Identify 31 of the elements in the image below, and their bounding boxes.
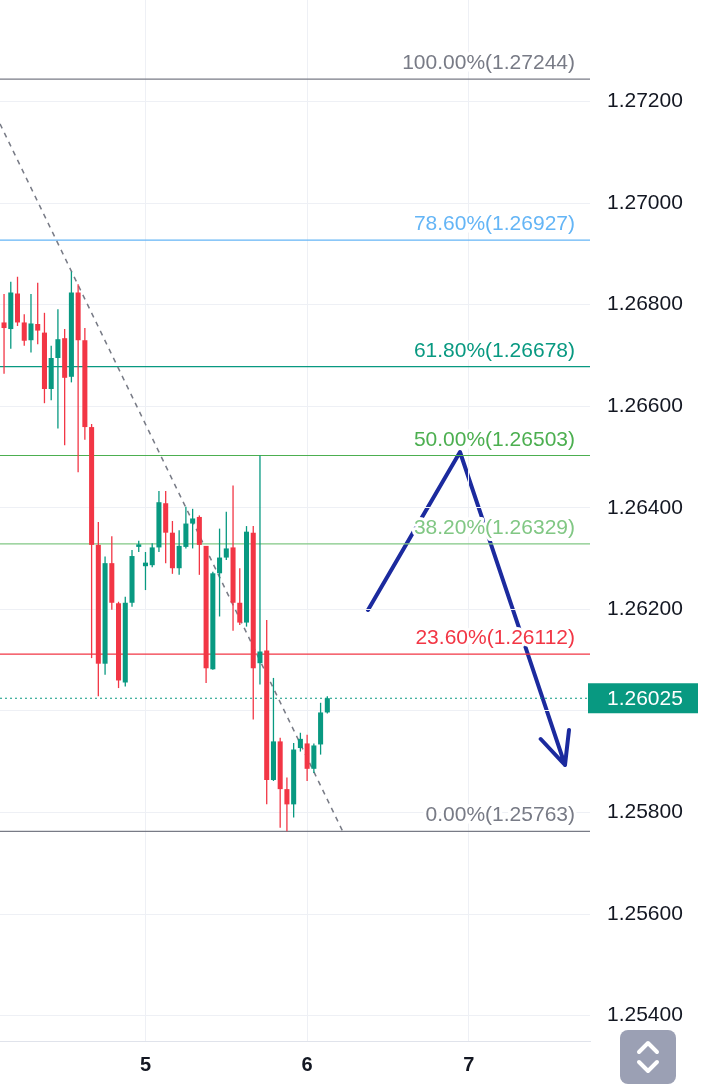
y-tick-label: 1.26200	[607, 596, 683, 620]
candlestick	[237, 567, 243, 626]
ref-line-label: 78.60%(1.26927)	[413, 211, 575, 235]
y-tick-label: 1.26400	[607, 494, 683, 518]
candlestick	[284, 776, 290, 832]
ref-line-label: 50.00%(1.26503)	[413, 426, 575, 450]
y-tick-label: 1.27200	[607, 88, 683, 112]
y-tick-label: 1.25400	[607, 1002, 683, 1026]
candlestick	[35, 282, 41, 345]
y-tick-label: 1.27000	[607, 189, 683, 213]
ref-line-label: 100.00%(1.27244)	[402, 50, 575, 74]
x-tick-label: 7	[463, 1052, 475, 1075]
ref-line-label: 0.00%(1.25763)	[425, 802, 575, 826]
candlestick	[223, 511, 229, 561]
ref-line-label: 61.80%(1.26678)	[413, 337, 575, 361]
candlestick	[1, 293, 7, 375]
candlestick	[21, 313, 27, 347]
candlestick	[217, 527, 223, 618]
ref-line-label: 1.26025	[607, 686, 683, 710]
x-tick-label: 6	[301, 1052, 313, 1075]
y-tick-label: 1.26600	[607, 393, 683, 417]
candlestick	[28, 293, 34, 354]
candlestick	[190, 508, 196, 550]
candlestick	[311, 742, 317, 774]
candlestick	[297, 732, 303, 753]
candlestick	[149, 542, 155, 568]
candlestick	[257, 454, 263, 686]
y-tick-label: 1.25600	[607, 900, 683, 924]
y-tick-label: 1.25800	[607, 799, 683, 823]
x-tick-label: 5	[139, 1052, 152, 1075]
y-tick-label: 1.26800	[607, 291, 683, 315]
